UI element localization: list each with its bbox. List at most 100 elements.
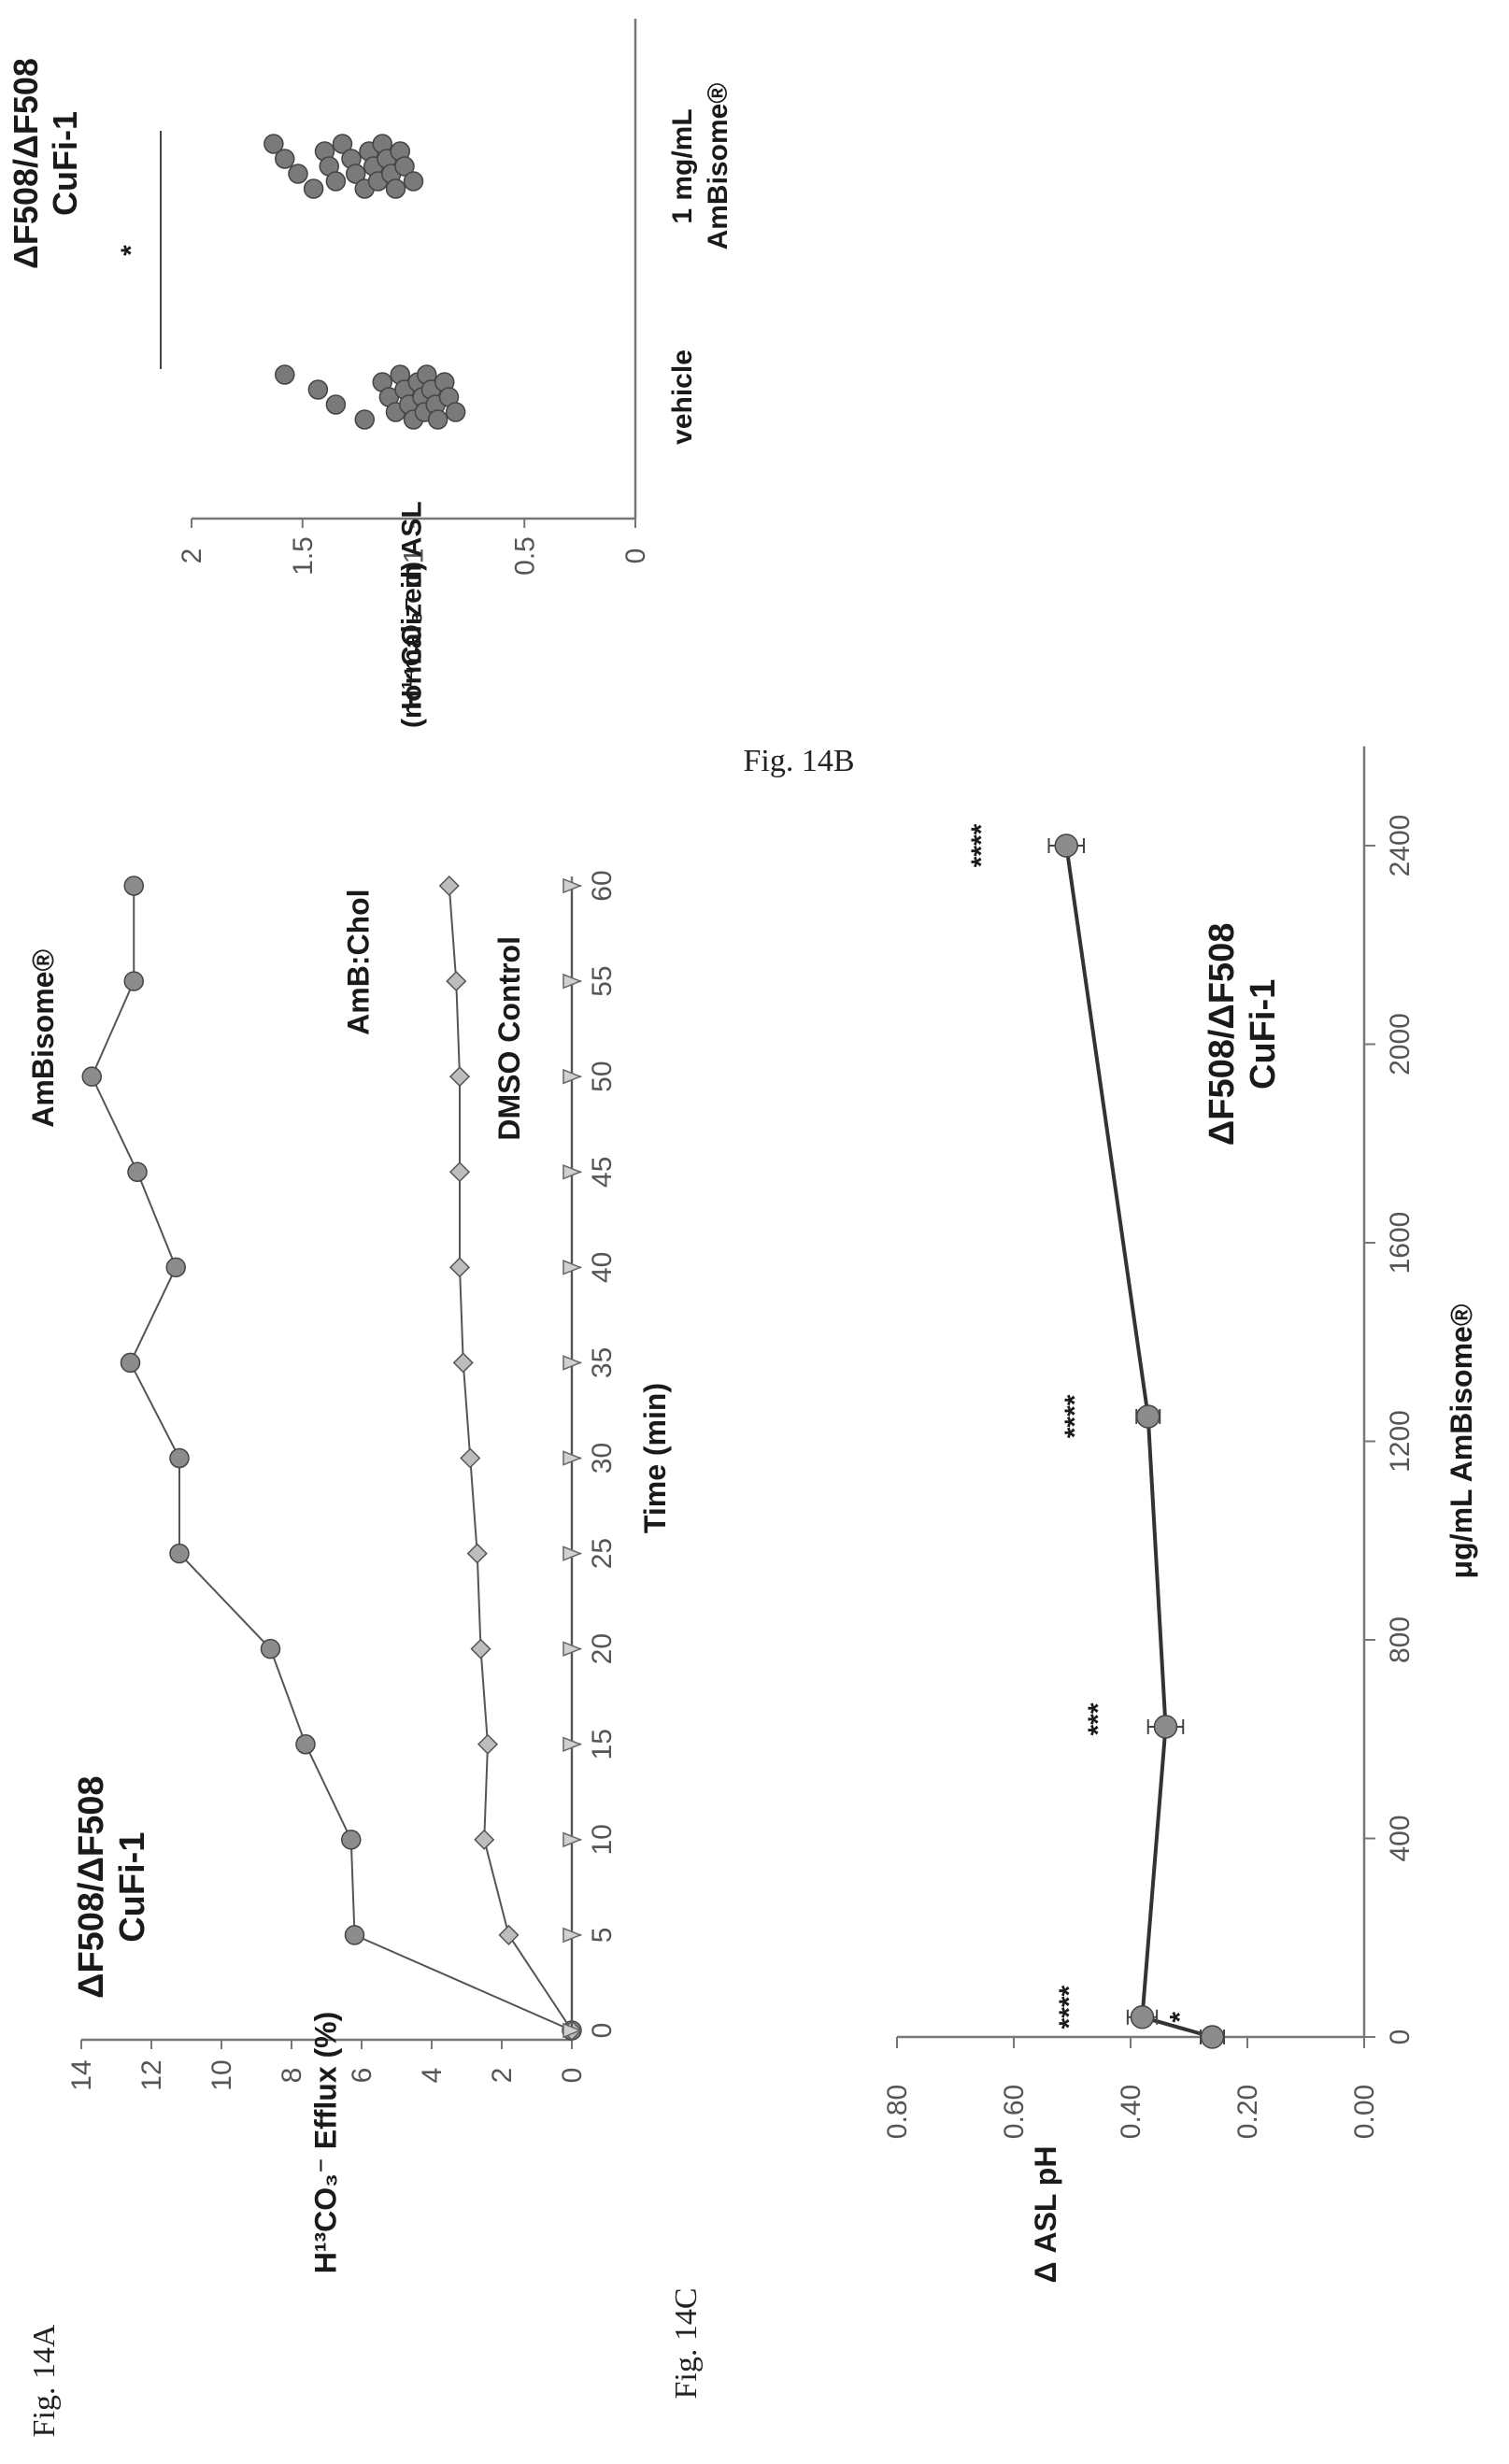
y-axis-title-text: Δ ASL pH [1029, 2146, 1062, 2284]
y-tick-label: 2 [177, 548, 207, 564]
significance-mark: **** [1060, 1394, 1090, 1438]
annotation-line: ΔF508/ΔF508 [1203, 923, 1242, 1146]
series-line [1064, 845, 1214, 2039]
y-tick-text: 6 [347, 2068, 377, 2084]
y-tick-text: 10 [206, 2059, 237, 2090]
data-point [466, 1543, 488, 1564]
data-point [341, 1830, 362, 1850]
fig-14a-chart: 0 2 4 6 8 10 12 14 0 5 10 15 20 25 30 35 40 45 50 55 60 Time … [26, 870, 672, 2273]
data-point [344, 1925, 365, 1945]
data-point [562, 2022, 583, 2039]
x-tick-label: 0 [587, 2023, 618, 2039]
x-tick-text: 5 [587, 1928, 618, 1944]
series-label-text: DMSO Control [492, 936, 526, 1141]
x-tick-label: 50 [587, 1061, 618, 1091]
x-axis-title-text: Time (min) [638, 1383, 672, 1533]
x-tick-label: 55 [587, 965, 618, 996]
significance-mark: **** [966, 823, 997, 867]
x-tick-label: 20 [587, 1633, 618, 1664]
x-tick-text: 25 [587, 1538, 618, 1569]
x-tick-label: 0 [1385, 2030, 1416, 2045]
data-point [120, 1352, 141, 1374]
x-tick-label: 45 [587, 1157, 618, 1188]
y-axis-title-text: H¹³CO₃⁻ Efflux (%) [309, 2012, 343, 2274]
data-point [438, 875, 460, 897]
scatter-point [445, 402, 466, 422]
data-point [1200, 2025, 1225, 2049]
series-label: DMSO Control [492, 936, 526, 1141]
data-point [165, 1257, 186, 1278]
y-tick-text: 0.00 [1349, 2085, 1380, 2139]
x-tick-text: 1600 [1385, 1212, 1416, 1275]
annotation: ΔF508/ΔF508 CuFi-1 [1203, 923, 1283, 1146]
fig-14b-label-text: Fig. 14B [743, 744, 854, 778]
x-axis-title: Time (min) [638, 1383, 672, 1533]
y-tick-label: 0.80 [882, 2085, 913, 2139]
x-tick-text: 20 [587, 1633, 618, 1664]
y-tick-text: 0.5 [509, 536, 540, 576]
scatter-point [385, 178, 406, 199]
data-point [562, 1736, 583, 1753]
x-tick-text: 15 [587, 1729, 618, 1759]
fig-14b-chart: 0 0.5 1 1.5 2 H¹⁴CO₃⁻ in ASL(normalized) ΔF508… [7, 19, 733, 728]
data-point [1054, 833, 1078, 858]
x-tick-label: 800 [1385, 1617, 1416, 1663]
y-tick-label: 10 [206, 2059, 237, 2090]
x-tick-label: 1600 [1385, 1212, 1416, 1275]
data-point [81, 1066, 102, 1087]
x-tick-text: 800 [1385, 1617, 1416, 1663]
significance-text: **** [1054, 1985, 1085, 2029]
y-tick-label: 1 [399, 548, 430, 564]
series-label-text: AmBisome® [26, 949, 60, 1128]
y-tick-text: 2 [487, 2068, 518, 2084]
x-axis-title-text: μg/mL AmBisome® [1445, 1303, 1478, 1578]
data-point [470, 1638, 491, 1659]
y-tick-label: 8 [277, 2068, 307, 2084]
fig-14a-label: Fig. 14A [27, 2324, 62, 2437]
scatter-point [354, 409, 375, 430]
x-tick-text: 10 [587, 1824, 618, 1855]
significance-text: **** [1060, 1394, 1090, 1438]
annotation-line: ΔF508/ΔF508 [72, 1775, 111, 1998]
x-axis-title: μg/mL AmBisome® [1445, 1303, 1478, 1578]
data-point [295, 1734, 316, 1755]
series-label: AmBisome® [26, 949, 60, 1128]
y-axis-title: H¹³CO₃⁻ Efflux (%) [309, 2012, 343, 2274]
scatter-point [275, 364, 295, 385]
category-label-line: AmBisome® [703, 83, 733, 250]
scatter-point [288, 164, 308, 184]
x-tick-text: 1200 [1385, 1410, 1416, 1473]
y-tick-label: 0.40 [1116, 2085, 1146, 2139]
x-tick-label: 5 [587, 1928, 618, 1944]
data-point [169, 1447, 190, 1469]
data-point [562, 1450, 583, 1466]
data-point [1130, 2005, 1155, 2030]
y-axis-title: Δ ASL pH [1029, 2146, 1062, 2284]
data-point [260, 1638, 281, 1659]
scatter-point [325, 394, 347, 415]
scatter-point [346, 164, 366, 184]
x-tick-text: 35 [587, 1347, 618, 1378]
x-tick-text: 50 [587, 1061, 618, 1091]
data-point [562, 1068, 583, 1085]
x-tick-label: 60 [587, 870, 618, 901]
data-point [562, 1355, 583, 1371]
y-tick-label: 6 [347, 2068, 377, 2084]
significance-mark: * [116, 245, 147, 256]
panel-title: ΔF508/ΔF508 CuFi-1 [7, 58, 84, 269]
x-tick-text: 2400 [1385, 815, 1416, 877]
data-point [498, 1924, 520, 1945]
data-point [474, 1829, 495, 1850]
x-tick-label: 15 [587, 1729, 618, 1759]
y-tick-label: 4 [417, 2068, 448, 2084]
y-tick-text: 12 [136, 2059, 167, 2090]
y-tick-label: 0.60 [999, 2085, 1030, 2139]
x-tick-text: 0 [1385, 2030, 1416, 2045]
x-tick-label: 30 [587, 1443, 618, 1474]
y-tick-text: 0 [557, 2068, 588, 2084]
y-axis-title: H¹⁴CO₃⁻ in ASL [397, 501, 428, 709]
x-tick-label: 2400 [1385, 815, 1416, 877]
data-point [562, 1641, 583, 1657]
